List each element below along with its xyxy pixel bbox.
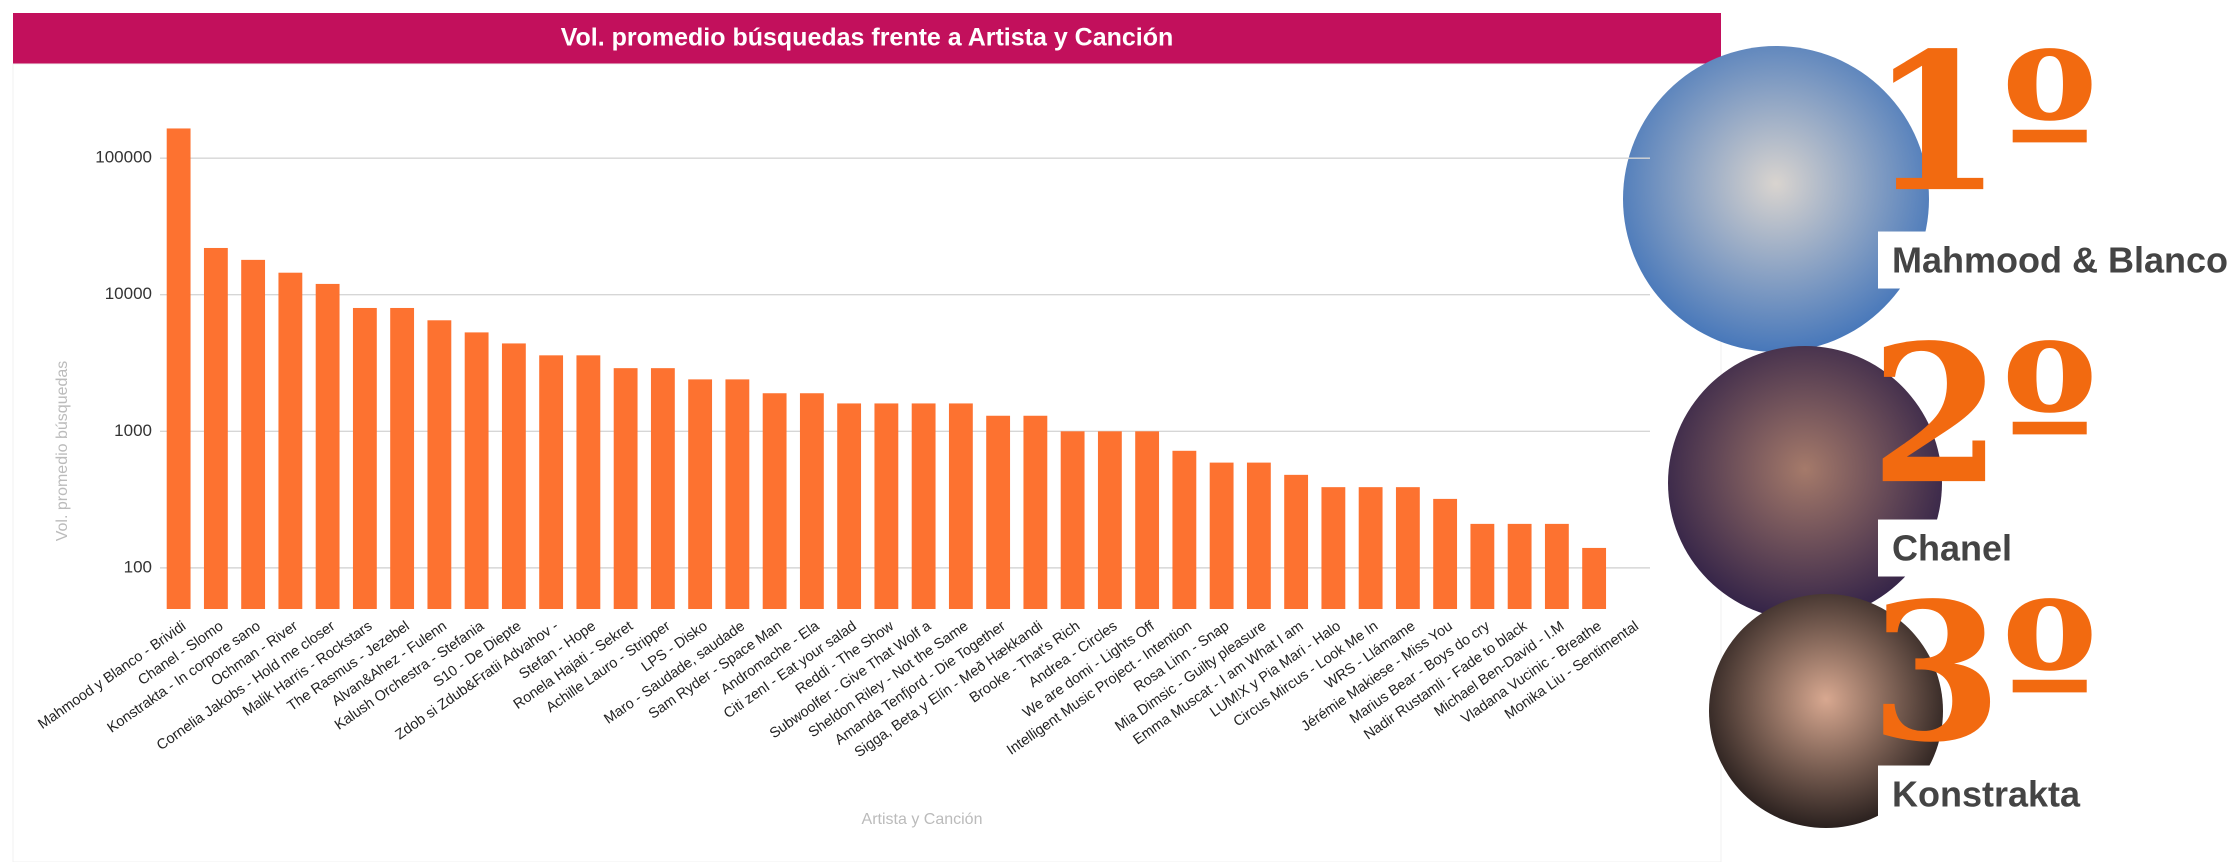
bar xyxy=(539,355,564,609)
bar xyxy=(762,393,787,609)
bar xyxy=(241,259,266,609)
bar xyxy=(688,379,713,609)
bar xyxy=(390,307,415,609)
bar xyxy=(278,272,303,609)
rank: 2º xyxy=(1870,303,2097,526)
bar xyxy=(1544,523,1569,609)
bar xyxy=(464,332,489,609)
bar xyxy=(1246,462,1271,609)
bar xyxy=(986,415,1011,609)
bar xyxy=(1321,487,1346,609)
bar xyxy=(166,128,191,609)
name-bg xyxy=(1878,765,2088,823)
photo-1 xyxy=(1623,46,1929,352)
bar xyxy=(501,343,526,609)
bar xyxy=(576,355,601,609)
bar xyxy=(1507,523,1532,609)
bar xyxy=(948,403,973,609)
bar xyxy=(725,379,750,609)
bar xyxy=(1582,547,1607,609)
bar xyxy=(203,247,228,609)
rank: 3º xyxy=(1870,561,2097,784)
name-bg xyxy=(1878,519,2019,577)
rank: 1º xyxy=(1870,11,2097,234)
bar xyxy=(1209,462,1234,609)
bar xyxy=(874,403,899,609)
y-tick-label: 1000 xyxy=(114,421,152,440)
podium-name: Konstrakta xyxy=(1892,774,2081,815)
name-bg xyxy=(1878,231,2228,289)
photo-2 xyxy=(1668,346,1942,620)
podium-name: Chanel xyxy=(1892,528,2012,569)
y-tick-label: 100 xyxy=(124,557,152,576)
podium-name: Mahmood & Blanco xyxy=(1892,240,2228,281)
bar xyxy=(315,283,340,609)
y-axis-label: Vol. promedio búsquedas xyxy=(54,361,71,542)
y-tick-label: 100000 xyxy=(95,148,152,167)
x-axis-label: Artista y Canción xyxy=(862,811,983,828)
bar xyxy=(837,403,862,609)
bar xyxy=(613,368,638,609)
bar xyxy=(1023,415,1048,609)
bar xyxy=(911,403,936,609)
title-bar xyxy=(13,13,1721,64)
bar xyxy=(427,320,452,609)
bar xyxy=(1395,487,1420,609)
bar xyxy=(1097,431,1122,609)
bar xyxy=(650,368,675,609)
bar xyxy=(1470,523,1495,609)
bar xyxy=(1284,474,1309,609)
bar xyxy=(1172,450,1197,609)
y-tick-label: 10000 xyxy=(105,284,152,303)
bar xyxy=(1433,498,1458,609)
bar xyxy=(799,393,824,609)
bar xyxy=(1135,431,1160,609)
bar xyxy=(352,307,377,609)
chart-title: Vol. promedio búsquedas frente a Artista… xyxy=(561,24,1174,52)
bar xyxy=(1060,431,1085,609)
bar xyxy=(1358,487,1383,609)
